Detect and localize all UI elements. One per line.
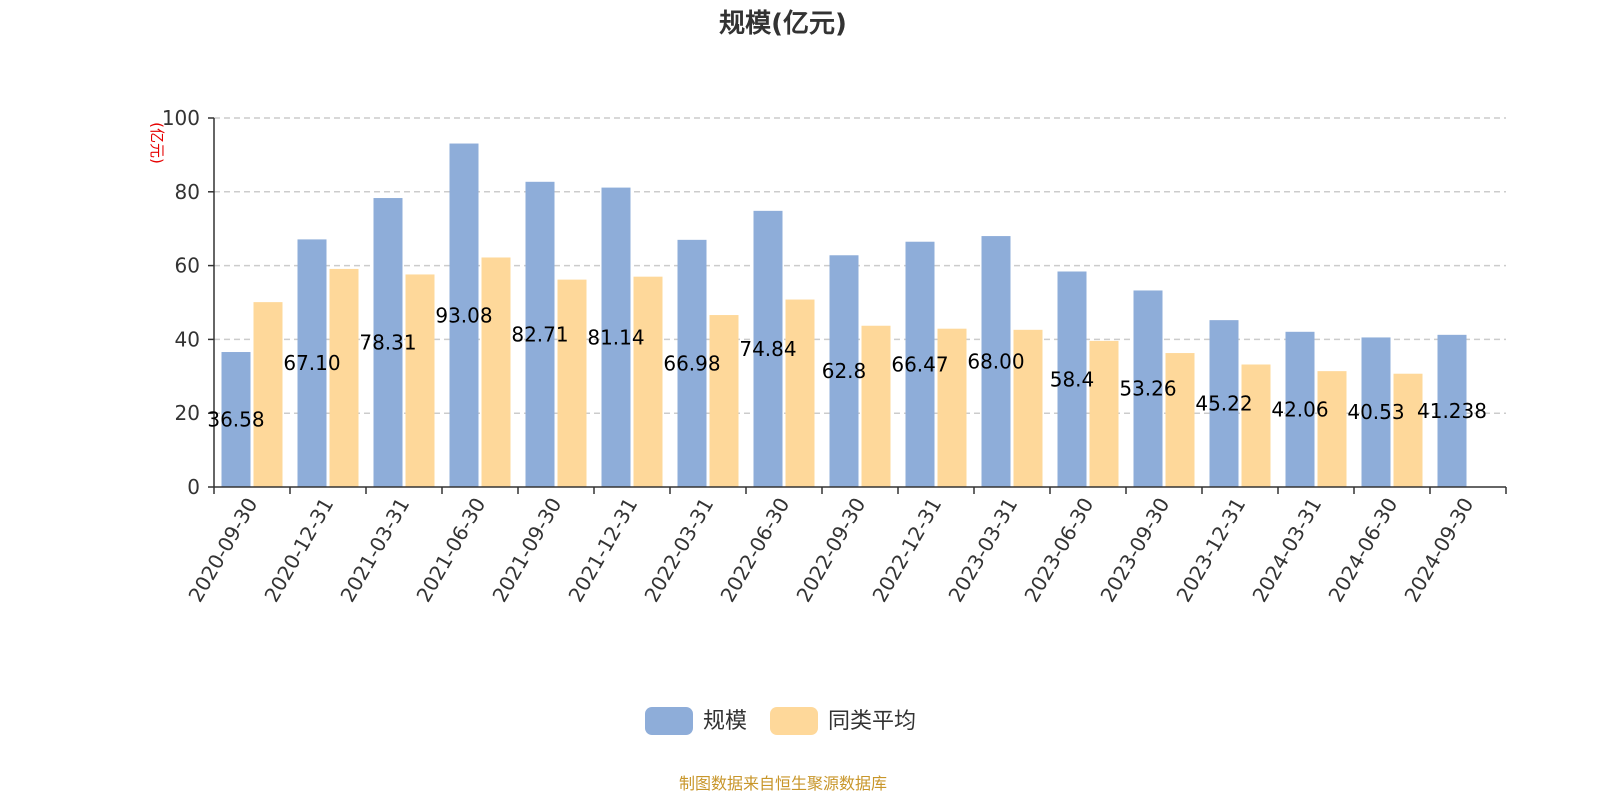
x-tick-label: 2023-09-30 bbox=[1095, 494, 1174, 607]
y-tick-label: 40 bbox=[175, 327, 200, 351]
bar-scale bbox=[1361, 337, 1391, 487]
bar-category-average bbox=[481, 257, 511, 487]
source-note: 制图数据来自恒生聚源数据库 bbox=[679, 774, 887, 793]
y-tick-label: 80 bbox=[175, 180, 200, 204]
bar-category-average bbox=[785, 299, 815, 487]
data-label-scale: 66.47 bbox=[891, 352, 948, 376]
bar-scale bbox=[981, 236, 1011, 487]
x-tick-label: 2023-12-31 bbox=[1171, 494, 1250, 607]
bar-category-average bbox=[861, 325, 891, 487]
bar-category-average bbox=[709, 315, 739, 487]
bar-category-average bbox=[1089, 340, 1119, 487]
legend-label: 规模 bbox=[703, 709, 747, 734]
data-label-scale: 41.238 bbox=[1417, 399, 1487, 423]
bar-scale bbox=[601, 187, 631, 488]
legend-swatch bbox=[770, 707, 818, 735]
x-tick-label: 2022-12-31 bbox=[867, 494, 946, 607]
chart-title: 规模(亿元) bbox=[719, 9, 847, 39]
y-tick-label: 60 bbox=[175, 254, 200, 278]
data-labels: 36.58 67.10 78.31 93.08 82.71 81.14 66.98 74.84… bbox=[207, 303, 1487, 431]
x-tick-label: 2021-12-31 bbox=[563, 494, 642, 607]
bar-category-average bbox=[557, 279, 587, 487]
bar-scale bbox=[373, 198, 403, 487]
data-label-scale: 45.22 bbox=[1195, 392, 1252, 416]
bar-scale bbox=[753, 210, 783, 487]
legend: 规模 同类平均 bbox=[645, 707, 916, 735]
legend-label: 同类平均 bbox=[828, 709, 916, 734]
x-tick-label: 2024-03-31 bbox=[1247, 494, 1326, 607]
bar-category-average bbox=[253, 302, 283, 487]
data-label-scale: 36.58 bbox=[207, 408, 264, 432]
x-tick-label: 2020-09-30 bbox=[183, 494, 262, 607]
bars bbox=[221, 143, 1467, 488]
x-tick-label: 2021-06-30 bbox=[411, 494, 490, 607]
x-tick-label: 2020-12-31 bbox=[259, 494, 338, 607]
data-label-scale: 40.53 bbox=[1347, 400, 1404, 424]
bar-category-average bbox=[1393, 373, 1423, 487]
data-label-scale: 67.10 bbox=[283, 351, 340, 375]
bar-scale bbox=[221, 352, 251, 487]
bar-category-average bbox=[633, 276, 663, 487]
y-tick-label: 0 bbox=[187, 475, 200, 499]
bar-category-average bbox=[937, 328, 967, 487]
bar-scale bbox=[1437, 334, 1467, 487]
data-label-scale: 82.71 bbox=[511, 322, 568, 346]
data-label-scale: 42.06 bbox=[1271, 397, 1328, 421]
y-tick-label: 100 bbox=[162, 106, 200, 130]
bar-scale bbox=[905, 241, 935, 487]
x-tick-label: 2024-06-30 bbox=[1323, 494, 1402, 607]
y-tick-label: 20 bbox=[175, 401, 200, 425]
bar-scale bbox=[525, 181, 555, 487]
legend-swatch bbox=[645, 707, 693, 735]
x-tick-label: 2023-03-31 bbox=[943, 494, 1022, 607]
bar-category-average bbox=[405, 274, 435, 487]
bar-category-average bbox=[1241, 364, 1271, 487]
x-tick-label: 2022-03-31 bbox=[639, 494, 718, 607]
bar-scale bbox=[829, 255, 859, 487]
x-tick-label: 2023-06-30 bbox=[1019, 494, 1098, 607]
data-label-scale: 66.98 bbox=[663, 351, 720, 375]
bar-scale bbox=[297, 239, 327, 487]
data-label-scale: 68.00 bbox=[967, 350, 1024, 374]
x-tick-label: 2021-03-31 bbox=[335, 494, 414, 607]
data-label-scale: 74.84 bbox=[739, 337, 796, 361]
y-axis-label: (亿元) bbox=[148, 122, 166, 164]
bar-scale bbox=[1209, 320, 1239, 487]
data-label-scale: 78.31 bbox=[359, 331, 416, 355]
bar-category-average bbox=[1317, 371, 1347, 487]
bar-category-average bbox=[1013, 329, 1043, 487]
data-label-scale: 81.14 bbox=[587, 325, 644, 349]
x-tick-label: 2021-09-30 bbox=[487, 494, 566, 607]
data-label-scale: 62.8 bbox=[822, 359, 867, 383]
bar-category-average bbox=[329, 268, 359, 487]
bar-category-average bbox=[1165, 353, 1195, 487]
x-tick-label: 2024-09-30 bbox=[1399, 494, 1478, 607]
data-label-scale: 53.26 bbox=[1119, 377, 1176, 401]
bar-scale bbox=[677, 239, 707, 487]
bar-scale bbox=[449, 143, 479, 488]
x-tick-label: 2022-06-30 bbox=[715, 494, 794, 607]
bar-scale bbox=[1285, 331, 1315, 487]
data-label-scale: 93.08 bbox=[435, 303, 492, 327]
bar-scale bbox=[1133, 290, 1163, 487]
x-tick-label: 2022-09-30 bbox=[791, 494, 870, 607]
data-label-scale: 58.4 bbox=[1050, 367, 1095, 391]
bar-scale bbox=[1057, 271, 1087, 487]
